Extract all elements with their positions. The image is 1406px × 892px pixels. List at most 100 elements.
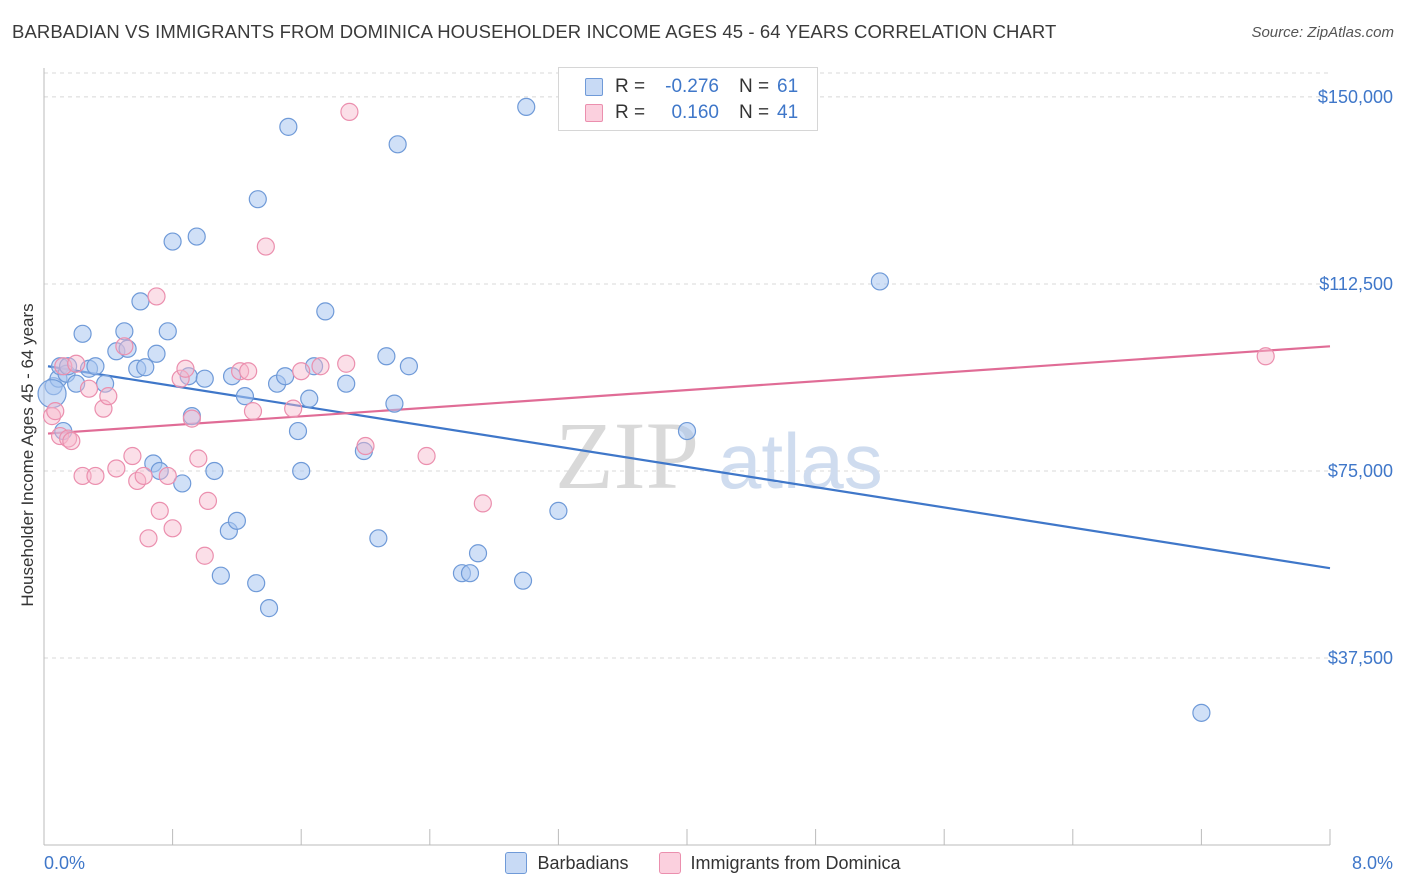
watermark-zip: ZIP bbox=[555, 402, 699, 509]
dominica-point bbox=[150, 501, 169, 520]
legend-r-value: -0.276 bbox=[665, 76, 719, 97]
barbadian-point bbox=[247, 574, 266, 593]
legend-label-barbadians: Barbadians bbox=[537, 852, 629, 873]
legend-row-dominica: R = 0.160 N = 41 bbox=[585, 100, 798, 126]
barbadian-point bbox=[549, 501, 568, 520]
barbadian-point bbox=[385, 394, 404, 413]
legend-item-barbadians: Barbadians bbox=[505, 852, 629, 874]
barbadian-point bbox=[388, 135, 407, 154]
dominica-point bbox=[243, 402, 263, 421]
barbadian-point bbox=[337, 374, 356, 393]
barbadian-point bbox=[1192, 703, 1211, 722]
series-legend: Barbadians Immigrants from Dominica bbox=[0, 852, 1406, 874]
barbadian-point bbox=[288, 421, 308, 441]
dominica-point bbox=[115, 337, 134, 356]
dominica-point bbox=[107, 459, 126, 478]
legend-swatch-blue bbox=[585, 78, 603, 96]
barbadian-point bbox=[399, 357, 419, 376]
dominica-point bbox=[79, 379, 99, 398]
dominica-point bbox=[292, 362, 311, 381]
barbadian-point bbox=[147, 344, 166, 363]
x-tick-label: 0.0% bbox=[44, 853, 85, 873]
data-points bbox=[37, 97, 1275, 722]
dominica-point bbox=[163, 519, 182, 538]
barbadian-point bbox=[248, 190, 267, 209]
dominica-point bbox=[1256, 347, 1275, 366]
dominica-point bbox=[62, 431, 81, 451]
source-label: Source: ZipAtlas.com bbox=[1251, 24, 1394, 41]
legend-swatch-pink bbox=[658, 852, 681, 874]
dominica-point bbox=[340, 102, 359, 121]
barbadian-point bbox=[513, 571, 533, 590]
barbadian-point bbox=[173, 474, 192, 493]
barbadian-point bbox=[118, 339, 137, 358]
legend-n-value: 41 bbox=[777, 102, 799, 123]
legend-swatch-pink bbox=[585, 104, 603, 122]
chart-title: BARBADIAN VS IMMIGRANTS FROM DOMINICA HO… bbox=[12, 21, 1057, 42]
dominica-point bbox=[139, 529, 158, 548]
dominica-point bbox=[182, 409, 201, 428]
dominica-point bbox=[239, 362, 258, 381]
y-tick-label: $75,000 bbox=[1328, 461, 1393, 481]
barbadian-point bbox=[205, 461, 224, 481]
dominica-point bbox=[147, 287, 166, 306]
barbadian-point bbox=[276, 367, 295, 386]
legend-n-label: N = bbox=[739, 76, 770, 97]
barbadian-point bbox=[158, 322, 177, 341]
legend-label-dominica: Immigrants from Dominica bbox=[690, 852, 901, 873]
trend-lines bbox=[47, 345, 1331, 570]
watermark: ZIP atlas bbox=[555, 402, 883, 509]
dominica-point bbox=[417, 446, 436, 466]
barbadian-point bbox=[460, 564, 480, 583]
dominica-point bbox=[46, 402, 65, 421]
barbadian-point bbox=[195, 369, 214, 388]
barbadian-point bbox=[115, 322, 134, 341]
barbadian-point bbox=[136, 358, 155, 377]
y-axis-title: Householder Income Ages 45 - 64 years bbox=[18, 303, 37, 606]
barbadian-point bbox=[316, 302, 335, 321]
legend-n-value: 61 bbox=[777, 76, 799, 97]
dominica-point bbox=[86, 466, 105, 486]
dominica-point bbox=[123, 446, 142, 466]
barbadian-point bbox=[187, 227, 206, 246]
dominica-point bbox=[176, 359, 195, 378]
watermark-atlas: atlas bbox=[718, 417, 883, 505]
legend-r-label: R = bbox=[615, 76, 646, 97]
barbadian-point bbox=[131, 292, 150, 311]
y-tick-label: $37,500 bbox=[1328, 648, 1393, 668]
barbadian-point bbox=[227, 511, 246, 530]
legend-n-label: N = bbox=[739, 102, 770, 123]
barbadian-trend-line bbox=[47, 365, 1331, 570]
barbadian-point bbox=[377, 347, 396, 366]
dominica-point bbox=[67, 354, 86, 373]
dominica-point bbox=[198, 491, 218, 510]
legend-row-barbadians: R = -0.276 N = 61 bbox=[585, 74, 798, 100]
legend-r-label: R = bbox=[615, 102, 646, 123]
legend-swatch-blue bbox=[505, 852, 528, 874]
barbadian-point bbox=[259, 599, 279, 618]
dominica-point bbox=[171, 369, 190, 388]
x-tick-labels: 0.0% 8.0% bbox=[44, 853, 1393, 873]
dominica-point bbox=[337, 354, 356, 373]
barbadian-point bbox=[73, 324, 92, 343]
dominica-point bbox=[195, 546, 214, 565]
legend-r-value: 0.160 bbox=[671, 102, 719, 123]
dominica-point bbox=[158, 466, 177, 486]
dominica-point bbox=[256, 237, 275, 256]
y-tick-label: $150,000 bbox=[1318, 87, 1393, 107]
y-tick-label: $112,500 bbox=[1319, 274, 1393, 294]
dominica-point bbox=[42, 407, 62, 426]
barbadian-point bbox=[211, 566, 230, 585]
barbadian-point bbox=[163, 232, 182, 251]
y-tick-labels: $150,000 $112,500 $75,000 $37,500 bbox=[1318, 87, 1393, 668]
dominica-trend-line bbox=[47, 345, 1331, 435]
barbadian-point bbox=[292, 461, 311, 481]
axes bbox=[43, 68, 1331, 846]
barbadian-point bbox=[300, 389, 319, 408]
barbadian-point bbox=[369, 529, 388, 548]
x-tick-label: 8.0% bbox=[1352, 853, 1393, 873]
dominica-point bbox=[189, 449, 208, 468]
barbadian-point bbox=[517, 97, 536, 117]
barbadian-point bbox=[677, 421, 697, 441]
